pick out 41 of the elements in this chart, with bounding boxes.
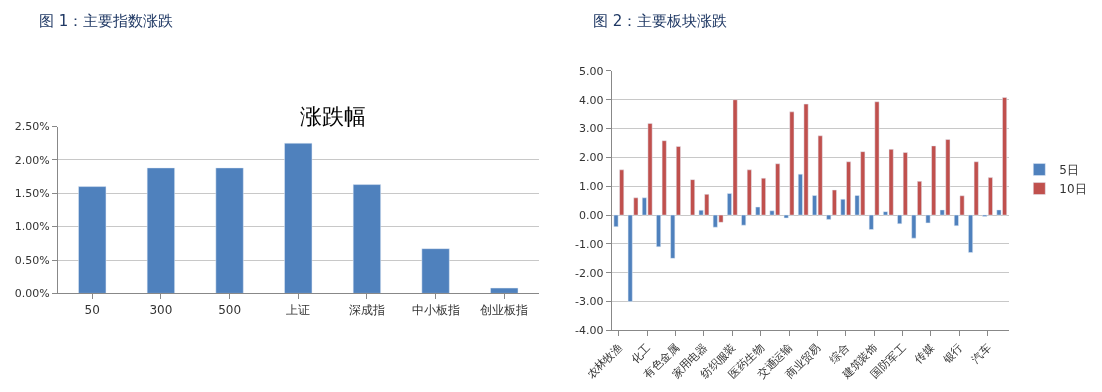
y-tick-label: 1.00 <box>579 180 604 194</box>
x-tick-label: 上证 <box>286 302 311 317</box>
x-tick-label: 创业板指 <box>480 302 529 317</box>
y-tick-label: -3.00 <box>575 295 604 309</box>
legend-label: 10日 <box>1059 182 1087 197</box>
x-tick-label: 农林牧渔 <box>584 340 625 382</box>
x-tick-label: 中小板指 <box>411 302 460 317</box>
bar <box>215 167 244 294</box>
y-tick-label: 2.00% <box>14 153 50 167</box>
x-tick-label: 化工 <box>628 340 654 366</box>
y-tick-label: -2.00 <box>575 266 604 280</box>
y-tick-label: 2.00 <box>579 151 604 165</box>
y-tick-label: 2.50% <box>14 120 50 134</box>
chart-title: 图 1：主要指数涨跌 <box>39 12 174 30</box>
bar <box>284 142 313 294</box>
bar <box>146 167 175 294</box>
x-tick-label: 500 <box>218 302 242 317</box>
y-tick-label: -1.00 <box>575 237 604 251</box>
y-tick-label: 0.50% <box>14 253 50 267</box>
y-tick-label: 1.50% <box>14 187 50 201</box>
x-tick-label: 银行 <box>939 340 966 367</box>
bar <box>690 179 695 216</box>
y-tick-label: 5.00 <box>579 64 604 78</box>
bar <box>421 248 450 294</box>
bar <box>490 287 519 294</box>
x-tick-label: 深成指 <box>348 302 385 317</box>
y-tick-label: 1.00% <box>14 220 50 234</box>
x-tick-label: 传媒 <box>912 340 937 366</box>
x-tick-label: 50 <box>84 302 100 317</box>
chart-title: 图 2：主要板块涨跌 <box>593 12 728 30</box>
x-tick-label: 300 <box>149 302 173 317</box>
y-tick-label: 3.00 <box>579 122 604 136</box>
chart-subtitle: 涨跌幅 <box>300 104 366 129</box>
legend-label: 5日 <box>1059 163 1079 178</box>
y-tick-label: 4.00 <box>579 93 604 107</box>
x-tick-label: 汽车 <box>968 340 994 366</box>
y-tick-label: -4.00 <box>575 324 604 338</box>
y-tick-label: 0.00 <box>579 208 604 222</box>
bar <box>78 186 107 294</box>
y-tick-label: 0.00% <box>14 287 50 301</box>
bar <box>352 184 381 294</box>
